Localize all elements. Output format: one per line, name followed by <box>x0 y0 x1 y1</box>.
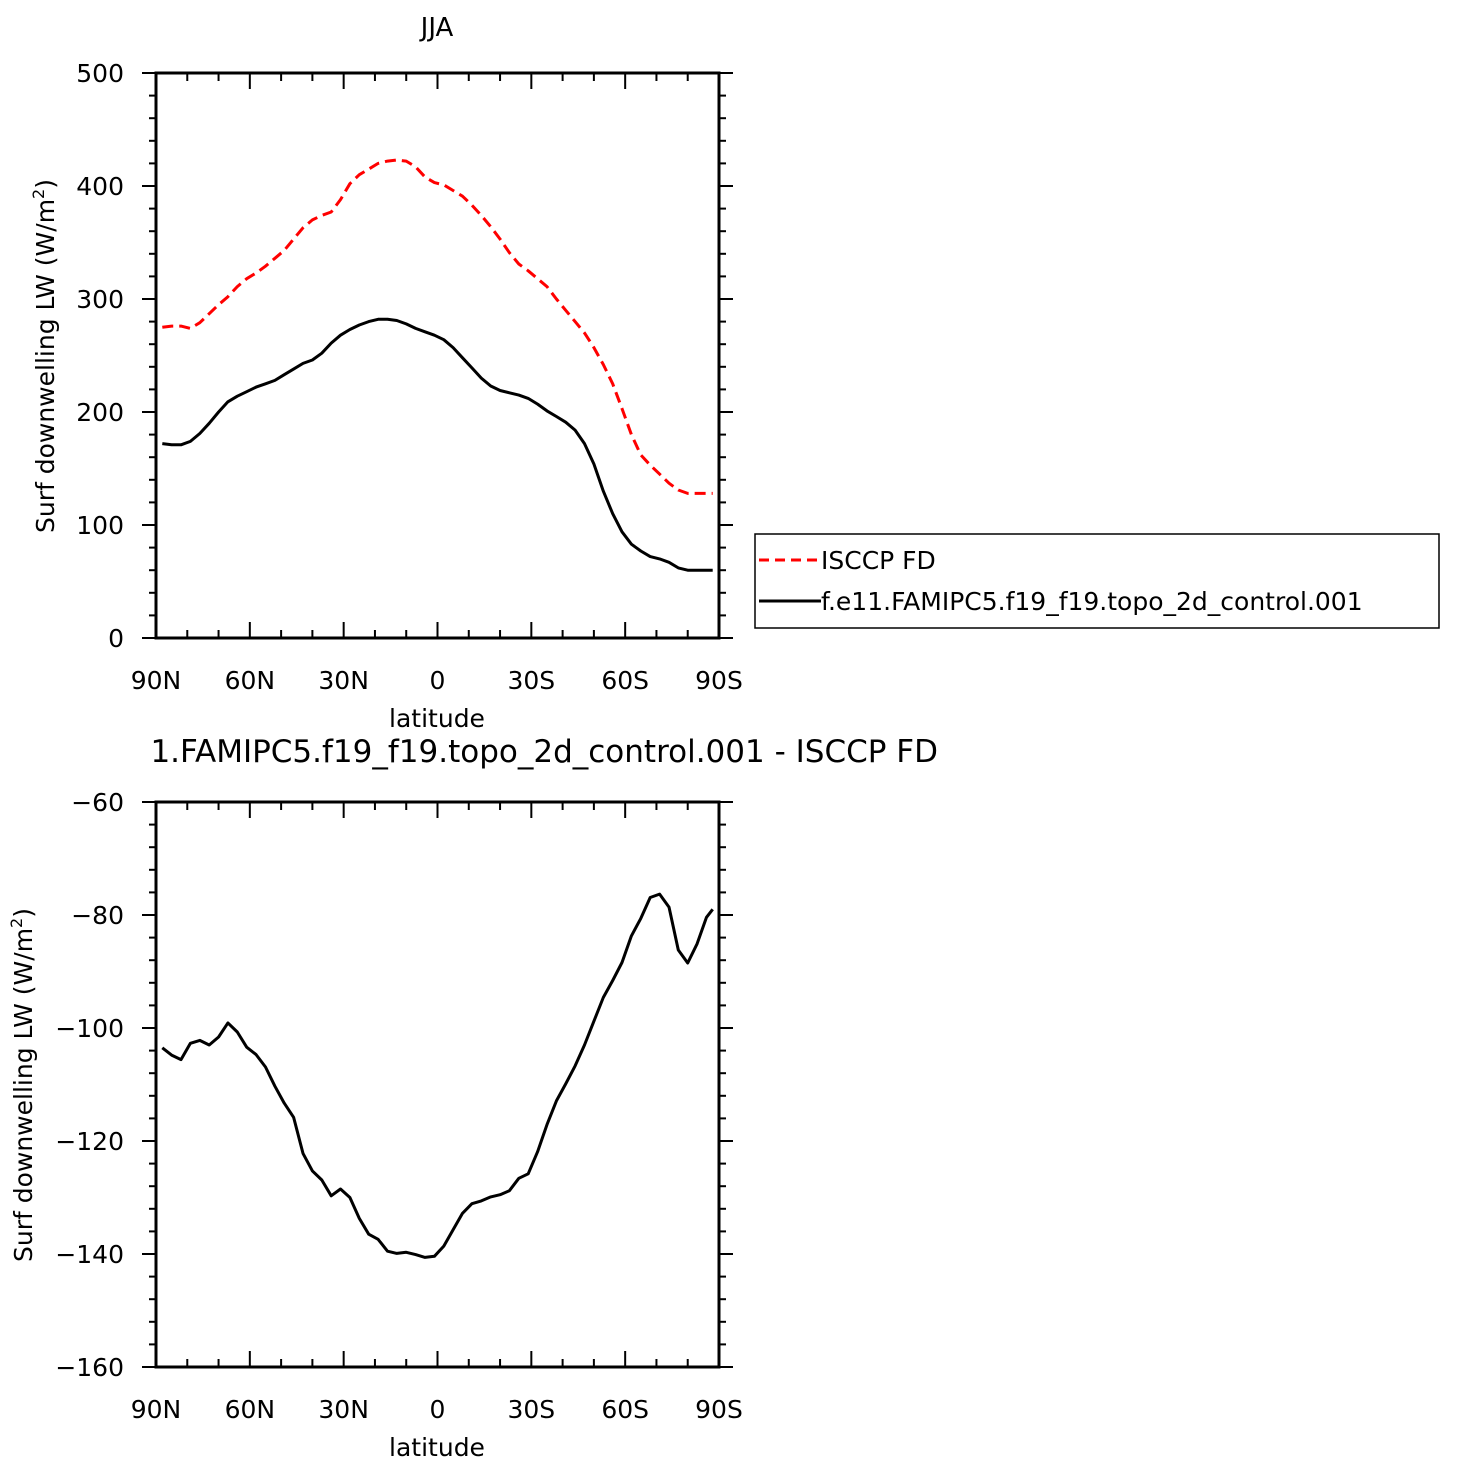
top-x-tick-label: 0 <box>430 666 446 695</box>
top-x-tick-label: 30N <box>318 666 369 695</box>
bottom-x-axis-label: latitude <box>389 1433 485 1462</box>
top-x-axis-label: latitude <box>389 704 485 733</box>
bottom-x-tick-label: 30S <box>507 1395 555 1424</box>
bottom-x-tick-label: 0 <box>430 1395 446 1424</box>
bottom-x-tick-label: 60S <box>601 1395 649 1424</box>
bottom-x-tick-label: 60N <box>225 1395 276 1424</box>
legend-label-isccp: ISCCP FD <box>821 546 936 575</box>
top-series-layer <box>162 158 713 572</box>
top-plot-frame <box>154 71 721 640</box>
bottom-y-tick-label: −160 <box>55 1353 124 1382</box>
top-y-tick-label: 400 <box>76 172 124 201</box>
top-x-tick-label: 60N <box>225 666 276 695</box>
top-x-tick-label: 30S <box>507 666 555 695</box>
top-y-tick-label: 300 <box>76 285 124 314</box>
bottom-y-tick-label: −140 <box>55 1240 124 1269</box>
bottom-y-tick-label: −100 <box>55 1014 124 1043</box>
top-series-line-1 <box>162 317 713 572</box>
top-y-tick-label: 100 <box>76 511 124 540</box>
bottom-series-line-0 <box>161 892 714 1259</box>
bottom-y-tick-label: −80 <box>71 901 124 930</box>
top-y-tick-label: 0 <box>108 624 124 653</box>
legend-box <box>754 533 1440 629</box>
bottom-x-tick-label: 30N <box>318 1395 369 1424</box>
bottom-y-tick-label: −120 <box>55 1127 124 1156</box>
bottom-plot-frame <box>154 800 721 1369</box>
top-chart-title: JJA <box>419 13 454 43</box>
bottom-y-tick-label: −60 <box>71 788 124 817</box>
bottom-tick-layer: 90N 60N 30N 0 30S 60S 90S −160 −140 −120 −100 −80 −6… <box>55 788 743 1424</box>
bottom-chart-title: 1.FAMIPC5.f19_f19.topo_2d_control.001 - … <box>150 734 938 770</box>
legend: ISCCP FD f.e11.FAMIPC5.f19_f19.topo_2d_c… <box>754 533 1440 629</box>
top-panel: JJA 90N 60N 30N 0 30S 60S 90S0100200300400500 … <box>29 13 743 733</box>
bottom-series-layer <box>161 892 714 1259</box>
bottom-x-tick-label: 90N <box>131 1395 182 1424</box>
legend-label-model: f.e11.FAMIPC5.f19_f19.topo_2d_control.00… <box>821 587 1363 616</box>
top-series-line-0 <box>162 158 713 495</box>
top-tick-layer: 90N 60N 30N 0 30S 60S 90S 0 100 200 300 400 500 <box>76 59 743 695</box>
top-y-axis-label: Surf downwelling LW (W/m2) <box>29 179 60 533</box>
top-x-tick-label: 90N <box>131 666 182 695</box>
top-x-tick-label: 90S <box>695 666 743 695</box>
bottom-x-tick-label: 90S <box>695 1395 743 1424</box>
bottom-panel: 1.FAMIPC5.f19_f19.topo_2d_control.001 - … <box>7 734 938 1462</box>
top-x-tick-label: 60S <box>601 666 649 695</box>
bottom-y-axis-label: Surf downwelling LW (W/m2) <box>7 908 38 1262</box>
top-y-tick-label: 200 <box>76 398 124 427</box>
top-y-tick-label: 500 <box>76 59 124 88</box>
